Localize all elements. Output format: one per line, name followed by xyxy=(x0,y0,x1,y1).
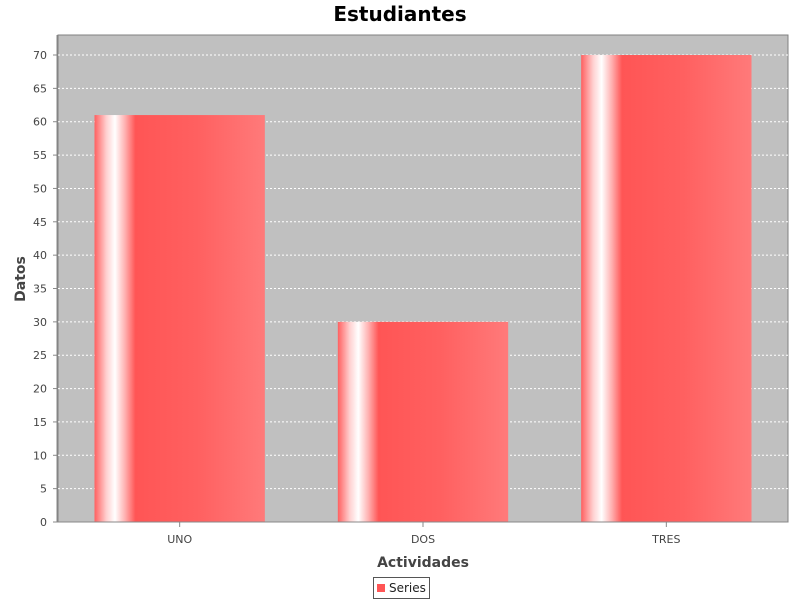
legend-label: Series xyxy=(389,581,426,595)
y-tick-label: 45 xyxy=(33,216,47,229)
y-tick-label: 10 xyxy=(33,449,47,462)
y-tick-label: 40 xyxy=(33,249,47,262)
y-tick-label: 70 xyxy=(33,49,47,62)
y-tick-label: 60 xyxy=(33,116,47,129)
x-axis-label: Actividades xyxy=(377,555,469,571)
y-tick-label: 30 xyxy=(33,316,47,329)
y-tick-label: 5 xyxy=(40,483,47,496)
y-tick-label: 50 xyxy=(33,182,47,195)
legend-swatch xyxy=(377,584,385,592)
chart-title: Estudiantes xyxy=(333,2,467,26)
x-tick-label: TRES xyxy=(651,533,680,546)
legend: Series xyxy=(373,577,430,599)
x-tick-label: UNO xyxy=(167,533,192,546)
y-tick-label: 0 xyxy=(40,516,47,529)
y-tick-label: 35 xyxy=(33,283,47,296)
bar-tres xyxy=(581,55,752,522)
y-tick-label: 65 xyxy=(33,82,47,95)
x-tick-label: DOS xyxy=(411,533,435,546)
bar-dos xyxy=(337,321,509,522)
y-tick-label: 55 xyxy=(33,149,47,162)
bars xyxy=(94,55,752,522)
y-tick-label: 20 xyxy=(33,383,47,396)
y-tick-label: 15 xyxy=(33,416,47,429)
bar-uno xyxy=(94,115,265,522)
y-tick-label: 25 xyxy=(33,349,47,362)
y-axis-ticks: 0 5 10 15 20 25 30 35 40 45 50 55 60 65 70 xyxy=(33,49,57,529)
y-axis-label: Datos xyxy=(13,256,29,302)
x-axis-ticks: UNO DOS TRES xyxy=(167,522,680,546)
